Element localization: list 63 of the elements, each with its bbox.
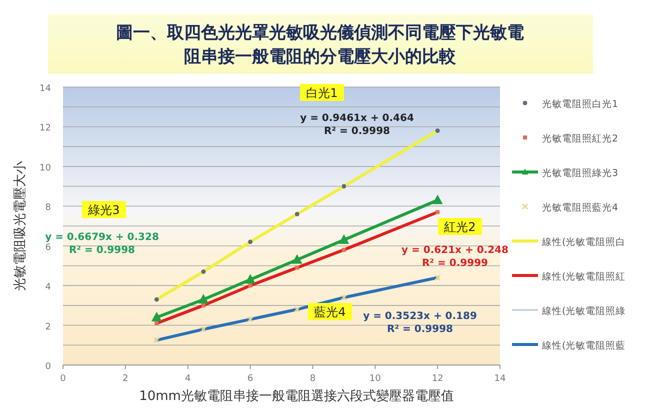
annotation: y = 0.621x + 0.248 <box>402 245 508 256</box>
chart-title: 圖一、取四色光光罩光敏吸光儀偵測不同電壓下光敏電阻串接一般電阻的分電壓大小的比較 <box>116 23 524 67</box>
legend-label: 線性(光敏電阻照白 <box>541 236 626 248</box>
point <box>201 303 206 308</box>
y-axis-title: 光敏電阻吸光電壓大小 <box>13 161 28 291</box>
point <box>154 321 159 326</box>
x-tick-label: 2 <box>122 374 128 384</box>
legend-label: 光敏電阻照藍光4 <box>542 202 618 214</box>
point <box>295 266 300 270</box>
point <box>151 312 162 322</box>
point <box>340 294 348 301</box>
legend-label: 線性(光敏電阻照紅 <box>541 270 626 282</box>
point <box>201 269 206 274</box>
y-tick-label: 10 <box>40 163 52 174</box>
point <box>338 234 350 244</box>
y-tick-label: 0 <box>45 362 52 372</box>
legend-label: 光敏電阻照白光1 <box>542 98 618 110</box>
annotation: R² = 0.9998 <box>324 126 390 137</box>
annotation: 藍光4 <box>314 305 346 319</box>
point <box>154 297 159 302</box>
point <box>198 294 209 304</box>
legend-label: 光敏電阻照綠光3 <box>542 167 618 179</box>
point <box>434 274 441 281</box>
annotation: 紅光2 <box>444 220 476 234</box>
legend-label: 線性(光敏電阻照藍 <box>541 340 626 352</box>
y-tick-label: 8 <box>45 203 52 214</box>
x-axis-title: 10mm光敏電阻串接一般電阻選接六段式變壓器電壓值 <box>139 389 454 404</box>
point <box>432 194 443 204</box>
annotation: 白光1 <box>306 86 338 100</box>
x-tick-label: 4 <box>184 374 191 384</box>
x-tick-label: 0 <box>60 374 66 384</box>
annotation: R² = 0.9999 <box>422 258 488 269</box>
point <box>248 240 253 244</box>
y-tick-label: 4 <box>45 282 52 293</box>
y-tick-label: 12 <box>40 124 51 134</box>
x-tick-label: 6 <box>247 374 254 384</box>
y-tick-label: 2 <box>45 322 51 332</box>
point <box>153 336 160 344</box>
annotation: y = 0.3523x + 0.189 <box>363 311 477 322</box>
point <box>294 306 300 313</box>
legend-label: 線性(光敏電阻照綠 <box>541 305 626 317</box>
x-tick-label: 10 <box>369 374 382 384</box>
annotation: 綠光3 <box>87 203 120 217</box>
y-tick-label: 6 <box>45 242 52 253</box>
point <box>435 128 440 133</box>
point <box>342 184 346 189</box>
point <box>248 284 252 288</box>
x-tick-label: 8 <box>310 374 316 384</box>
annotation: y = 0.6679x + 0.328 <box>45 232 159 243</box>
point <box>436 210 440 214</box>
annotation: y = 0.9461x + 0.464 <box>300 113 414 124</box>
legend-label: 光敏電阻照紅光2 <box>542 132 618 144</box>
x-tick-label: 12 <box>432 374 444 384</box>
point <box>342 248 346 252</box>
annotation: R² = 0.9998 <box>386 324 454 335</box>
point <box>245 274 256 284</box>
annotation: R² = 0.9998 <box>68 245 136 256</box>
point <box>292 254 302 264</box>
point <box>294 212 300 216</box>
x-tick-label: 14 <box>494 374 506 384</box>
point <box>247 316 254 323</box>
y-tick-label: 14 <box>40 84 52 94</box>
point <box>200 326 207 332</box>
